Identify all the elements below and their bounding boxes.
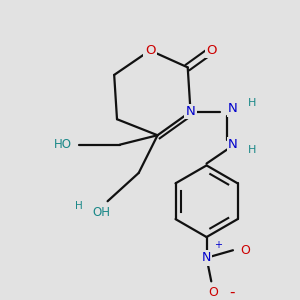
Text: OH: OH — [92, 206, 110, 219]
Text: O: O — [206, 44, 217, 57]
Text: O: O — [240, 244, 250, 257]
Text: O: O — [145, 44, 155, 57]
Text: N: N — [228, 138, 238, 151]
Text: H: H — [248, 98, 256, 108]
Text: HO: HO — [54, 138, 72, 151]
Text: H: H — [248, 145, 256, 155]
Text: N: N — [186, 105, 195, 118]
Text: N: N — [228, 102, 238, 115]
Text: -: - — [229, 285, 235, 300]
Text: N: N — [202, 251, 211, 264]
Text: O: O — [208, 286, 218, 299]
Text: H: H — [75, 201, 83, 211]
Text: +: + — [214, 240, 222, 250]
